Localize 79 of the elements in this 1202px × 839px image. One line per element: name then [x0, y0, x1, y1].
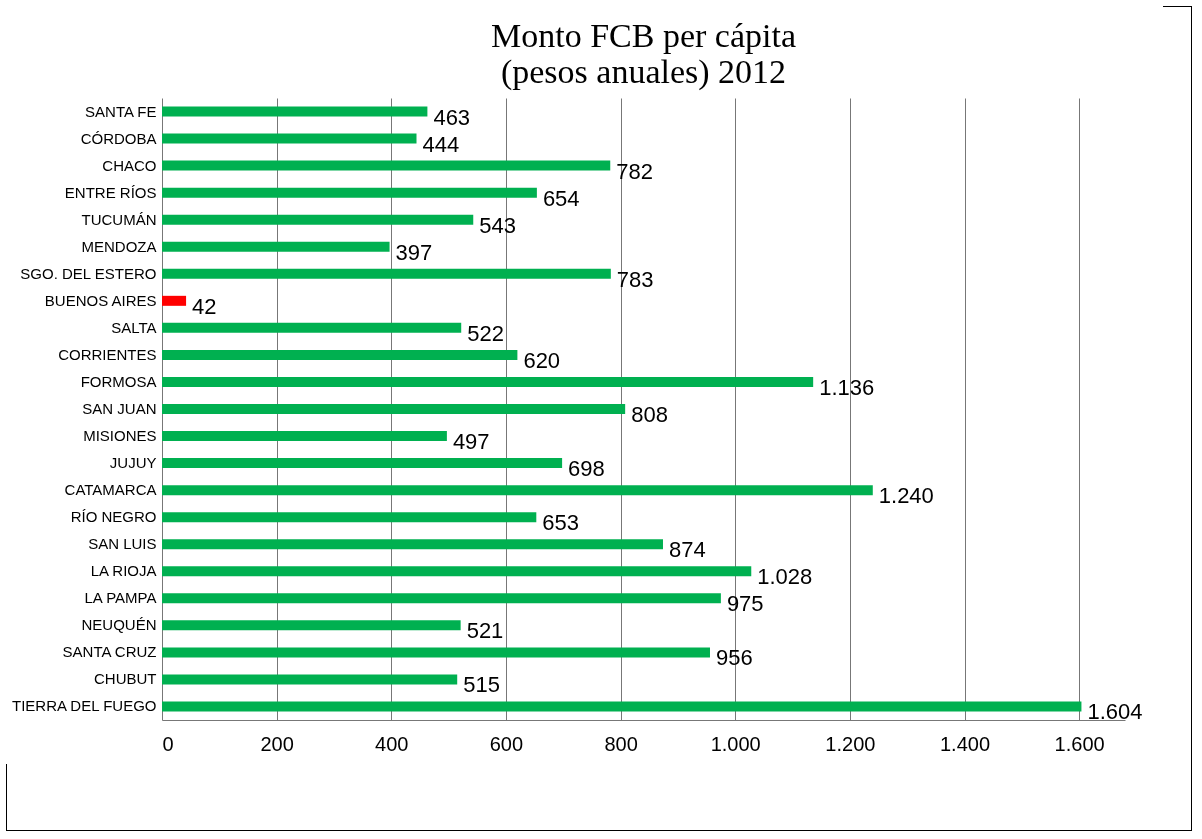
data-label: 521 [466, 618, 504, 644]
y-tick-label: LA RIOJA [90, 562, 157, 580]
data-label: 1.240 [878, 483, 934, 509]
y-tick-label: BUENOS AIRES [44, 291, 157, 309]
y-tick-label: FORMOSA [80, 372, 157, 390]
x-tick-label: 1.200 [825, 732, 876, 755]
bar [162, 268, 611, 279]
data-label: 956 [715, 645, 753, 671]
y-tick-label: RÍO NEGRO [70, 508, 157, 526]
bar [162, 376, 814, 387]
data-label: 444 [422, 131, 460, 157]
bar [162, 458, 563, 469]
data-label: 783 [616, 266, 654, 292]
data-label: 653 [542, 510, 580, 536]
bar [162, 674, 458, 685]
y-tick-label: NEUQUÉN [81, 616, 157, 634]
bar [162, 539, 663, 550]
bar [162, 404, 626, 414]
y-tick-label: CATAMARCA [64, 481, 157, 499]
x-tick-label: 0 [162, 732, 174, 755]
y-tick-label: CHUBUT [94, 670, 157, 688]
bar [162, 485, 873, 496]
y-tick-label: CHACO [102, 156, 157, 174]
bar [162, 349, 518, 360]
y-tick-label: JUJUY [109, 454, 157, 472]
bar [162, 106, 428, 117]
x-tick-label: 1.600 [1054, 732, 1105, 755]
y-tick-label: CORRIENTES [58, 345, 157, 363]
data-label: 782 [616, 158, 653, 184]
data-label: 1.028 [757, 564, 813, 590]
data-label: 522 [467, 320, 504, 346]
y-tick-label: SANTA FE [85, 102, 157, 120]
x-tick-label: 400 [375, 732, 409, 755]
bar [162, 295, 187, 306]
bar [162, 160, 611, 171]
data-label: 397 [395, 239, 433, 265]
data-label: 698 [568, 456, 605, 482]
bar [162, 566, 752, 577]
data-label: 654 [542, 185, 580, 211]
data-label: 463 [433, 104, 471, 130]
bar [162, 322, 462, 333]
y-tick-label: MENDOZA [81, 237, 157, 255]
y-tick-label: SGO. DEL ESTERO [20, 264, 157, 282]
data-label: 975 [726, 591, 764, 617]
y-tick-label: TUCUMÁN [81, 210, 157, 228]
data-label: 1.136 [819, 374, 875, 400]
y-tick-label: SAN LUIS [88, 535, 157, 553]
bar [162, 241, 390, 252]
data-label: 497 [452, 429, 490, 455]
y-tick-label: SAN JUAN [82, 400, 157, 417]
x-tick-label: 800 [604, 732, 638, 755]
data-label: 515 [463, 672, 500, 698]
data-label: 1.604 [1087, 699, 1143, 725]
y-tick-label: CÓRDOBA [80, 129, 157, 147]
y-tick-label: ENTRE RÍOS [64, 183, 157, 201]
bar [162, 214, 474, 225]
bar [162, 512, 537, 523]
x-tick-label: 200 [260, 732, 294, 755]
y-tick-label: LA PAMPA [84, 589, 157, 607]
bar [162, 431, 447, 442]
y-tick-label: SALTA [111, 318, 157, 336]
chart-title: Monto FCB per cápita (pesos anuales) 2012 [490, 17, 797, 91]
x-tick-label: 600 [489, 732, 524, 755]
y-tick-label: TIERRA DEL FUEGO [12, 697, 157, 715]
data-label: 620 [523, 347, 561, 373]
x-tick-label: 1.400 [939, 732, 991, 755]
bar [162, 701, 1082, 712]
bar [162, 647, 710, 658]
bar [162, 187, 537, 198]
y-tick-label: MISIONES [83, 427, 157, 445]
y-tick-label: SANTA CRUZ [62, 643, 157, 661]
data-label: 42 [192, 293, 217, 319]
data-label: 543 [479, 212, 516, 238]
bar [162, 620, 461, 631]
x-tick-label: 1.000 [710, 732, 761, 755]
bar [162, 593, 721, 604]
data-label: 874 [668, 537, 706, 563]
data-label: 808 [631, 402, 668, 427]
bar [162, 133, 417, 144]
